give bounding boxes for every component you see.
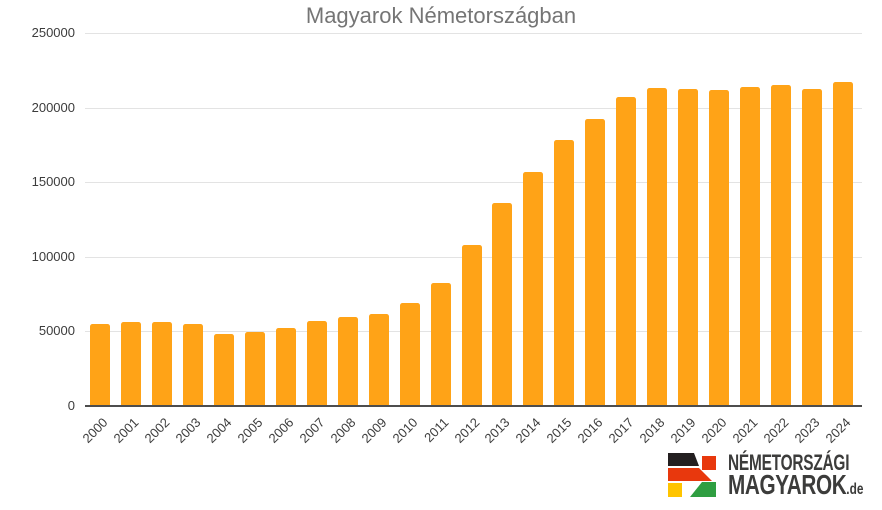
bar-2014[interactable] <box>523 171 544 405</box>
logo-flag-icon <box>668 453 716 497</box>
x-tick-label-2009: 2009 <box>358 414 390 446</box>
x-tick-label-2024: 2024 <box>822 414 854 446</box>
x-tick-label-2003: 2003 <box>172 414 204 446</box>
bar-2000[interactable] <box>90 323 111 405</box>
bar-2022[interactable] <box>770 84 791 405</box>
y-tick-label-100000: 100000 <box>31 248 75 264</box>
bar-2015[interactable] <box>554 140 575 405</box>
y-axis-labels: 0 50000 100000 150000 200000 250000 <box>0 25 75 413</box>
x-tick-label-2002: 2002 <box>141 414 173 446</box>
bar-2002[interactable] <box>152 322 173 405</box>
x-tick-label-2023: 2023 <box>791 414 823 446</box>
x-tick-label-2001: 2001 <box>110 414 142 446</box>
bar-2019[interactable] <box>677 88 698 405</box>
y-tick-label-250000: 250000 <box>31 25 75 40</box>
y-tick-label-0: 0 <box>67 398 75 413</box>
x-tick-label-2011: 2011 <box>420 414 452 446</box>
bar-2004[interactable] <box>214 333 235 405</box>
x-tick-label-2019: 2019 <box>667 414 699 446</box>
bar-2017[interactable] <box>616 96 637 405</box>
bar-2005[interactable] <box>245 331 266 405</box>
x-tick-label-2020: 2020 <box>698 414 730 446</box>
x-tick-label-2016: 2016 <box>574 414 606 446</box>
bar-2013[interactable] <box>492 202 513 405</box>
bar-2023[interactable] <box>801 89 822 405</box>
bar-2021[interactable] <box>739 87 760 405</box>
logo-line2-main: MAGYAROK <box>728 469 847 500</box>
y-tick-label-200000: 200000 <box>31 99 75 115</box>
x-tick-label-2017: 2017 <box>605 414 637 446</box>
x-tick-label-2021: 2021 <box>729 414 761 446</box>
logo-line2-suffix: .de <box>846 481 864 498</box>
logo-line2: MAGYAROK.de <box>728 471 863 499</box>
bar-2001[interactable] <box>121 322 142 405</box>
nemetorszagi-magyarok-logo: NÉMETORSZÁGI MAGYAROK.de <box>666 450 863 502</box>
bar-2003[interactable] <box>183 323 204 405</box>
bar-2011[interactable] <box>430 282 451 405</box>
bar-2020[interactable] <box>708 90 729 405</box>
gridline-200000 <box>85 107 862 109</box>
x-tick-label-2006: 2006 <box>265 414 297 446</box>
bar-2024[interactable] <box>832 81 853 405</box>
x-tick-label-2015: 2015 <box>543 414 575 446</box>
x-tick-label-2005: 2005 <box>234 414 266 446</box>
bar-2008[interactable] <box>337 316 358 405</box>
x-tick-label-2012: 2012 <box>450 414 483 446</box>
bar-2009[interactable] <box>368 314 389 405</box>
x-axis-baseline <box>85 405 862 407</box>
bar-2006[interactable] <box>275 328 296 405</box>
y-tick-label-50000: 50000 <box>38 323 75 339</box>
gridline-150000 <box>85 182 862 184</box>
bar-2016[interactable] <box>585 118 606 405</box>
x-tick-label-2013: 2013 <box>481 414 513 446</box>
bar-2010[interactable] <box>399 302 420 405</box>
x-tick-label-2004: 2004 <box>203 414 235 446</box>
plot-area <box>85 33 862 407</box>
x-tick-label-2022: 2022 <box>760 414 792 446</box>
x-tick-label-2007: 2007 <box>296 414 328 446</box>
gridline-250000 <box>85 33 862 34</box>
x-tick-label-2010: 2010 <box>389 414 421 446</box>
bar-2012[interactable] <box>461 245 482 405</box>
x-tick-label-2018: 2018 <box>636 414 668 446</box>
y-tick-label-150000: 150000 <box>31 174 75 190</box>
x-tick-label-2000: 2000 <box>79 414 111 446</box>
bar-2007[interactable] <box>306 320 327 405</box>
chart-title: Magyarok Németországban <box>305 3 577 28</box>
logo-line1: NÉMETORSZÁGI <box>728 450 850 475</box>
x-tick-label-2014: 2014 <box>512 414 544 446</box>
x-tick-label-2008: 2008 <box>327 414 359 446</box>
bar-2018[interactable] <box>647 87 668 405</box>
